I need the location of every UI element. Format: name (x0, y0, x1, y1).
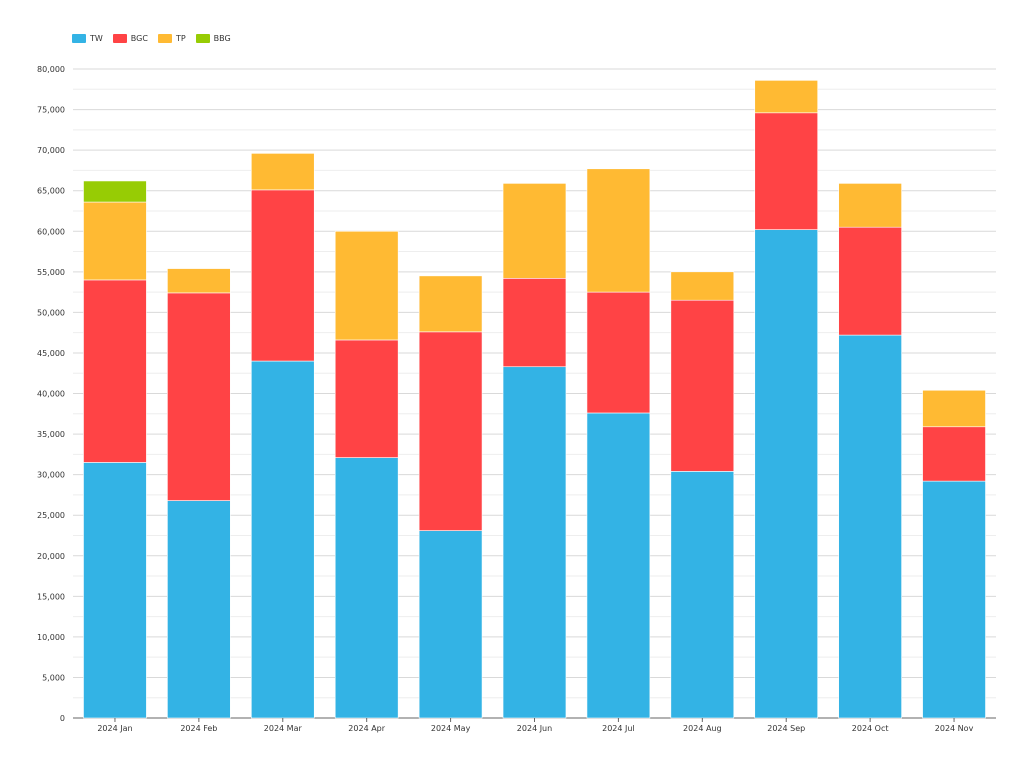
x-tick-label: 2024 Feb (180, 724, 217, 733)
bar-tp-2024-mar (251, 153, 315, 191)
bar-bgc-2024-sep (754, 112, 818, 230)
bar-tw-2024-oct (838, 334, 902, 719)
y-tick-label: 15,000 (37, 592, 65, 601)
bar-tp-2024-jan (83, 201, 147, 281)
bar-tw-2024-jul (586, 412, 651, 719)
legend-swatch-tw (72, 34, 86, 43)
y-tick-label: 50,000 (37, 308, 65, 317)
legend-swatch-bgc (112, 34, 127, 43)
legend-label-bgc: BGC (130, 34, 148, 43)
bar-tw-2024-feb (167, 500, 231, 719)
legend-label-tw: TW (90, 34, 103, 43)
bar-bgc-2024-jun (502, 278, 567, 368)
bar-tw-2024-apr (334, 457, 399, 719)
bar-tp-2024-sep (754, 80, 818, 114)
y-tick-label: 10,000 (37, 633, 65, 642)
bar-tp-2024-jul (586, 168, 651, 293)
legend-label-bbg: BBG (213, 34, 231, 43)
bar-tp-2024-apr (334, 230, 399, 341)
bar-bgc-2024-oct (838, 226, 902, 336)
bar-tw-2024-nov (922, 480, 986, 719)
bar-tp-2024-aug (670, 271, 735, 301)
bar-tw-2024-jun (502, 366, 567, 719)
y-tick-label: 65,000 (37, 187, 65, 196)
bar-bgc-2024-aug (670, 299, 735, 472)
legend-label-tp: TP (175, 34, 186, 43)
legend-item-tw[interactable]: TW (72, 34, 103, 43)
bar-tw-2024-aug (670, 471, 735, 719)
bar-tp-2024-oct (838, 183, 902, 228)
y-tick-label: 75,000 (37, 106, 65, 115)
bar-bbg-2024-jan (83, 180, 147, 203)
y-tick-label: 20,000 (37, 552, 65, 561)
bar-tp-2024-may (418, 275, 483, 333)
bar-tp-2024-feb (167, 268, 231, 294)
x-tick-label: 2024 May (431, 724, 471, 733)
bar-bgc-2024-nov (922, 426, 986, 482)
y-tick-label: 30,000 (37, 471, 65, 480)
x-tick-label: 2024 Jan (97, 724, 132, 733)
x-tick-label: 2024 Jul (602, 724, 635, 733)
y-tick-label: 25,000 (37, 511, 65, 520)
legend-item-tp[interactable]: TP (157, 34, 186, 43)
legend-swatch-bbg (195, 34, 210, 43)
y-tick-label: 80,000 (37, 65, 65, 74)
bar-bgc-2024-feb (167, 292, 231, 501)
y-tick-label: 35,000 (37, 430, 65, 439)
y-tick-label: 45,000 (37, 349, 65, 358)
bar-tw-2024-sep (754, 229, 818, 719)
x-tick-label: 2024 Nov (935, 724, 974, 733)
bar-tw-2024-may (418, 530, 483, 719)
y-tick-label: 0 (60, 714, 65, 723)
y-tick-label: 60,000 (37, 227, 65, 236)
x-tick-label: 2024 Apr (348, 724, 385, 733)
bar-bgc-2024-jul (586, 291, 651, 414)
x-tick-label: 2024 Jun (517, 724, 552, 733)
x-tick-label: 2024 Mar (264, 724, 303, 733)
chart-legend: TW BGC TP BBG (72, 34, 231, 43)
x-tick-label: 2024 Oct (852, 724, 889, 733)
x-tick-label: 2024 Aug (683, 724, 722, 733)
y-tick-label: 70,000 (37, 146, 65, 155)
bar-bgc-2024-jan (83, 279, 147, 463)
bar-tw-2024-jan (83, 462, 147, 719)
bar-bgc-2024-may (418, 331, 483, 531)
y-tick-label: 5,000 (42, 673, 65, 682)
bar-tp-2024-nov (922, 389, 986, 428)
legend-item-bbg[interactable]: BBG (195, 34, 231, 43)
legend-item-bgc[interactable]: BGC (112, 34, 148, 43)
bar-tp-2024-jun (502, 183, 567, 279)
x-tick-label: 2024 Sep (767, 724, 805, 733)
bar-tw-2024-mar (251, 360, 315, 719)
y-tick-label: 40,000 (37, 390, 65, 399)
y-tick-label: 55,000 (37, 268, 65, 277)
legend-swatch-tp (157, 34, 172, 43)
bar-bgc-2024-apr (334, 339, 399, 458)
bar-bgc-2024-mar (251, 189, 315, 362)
